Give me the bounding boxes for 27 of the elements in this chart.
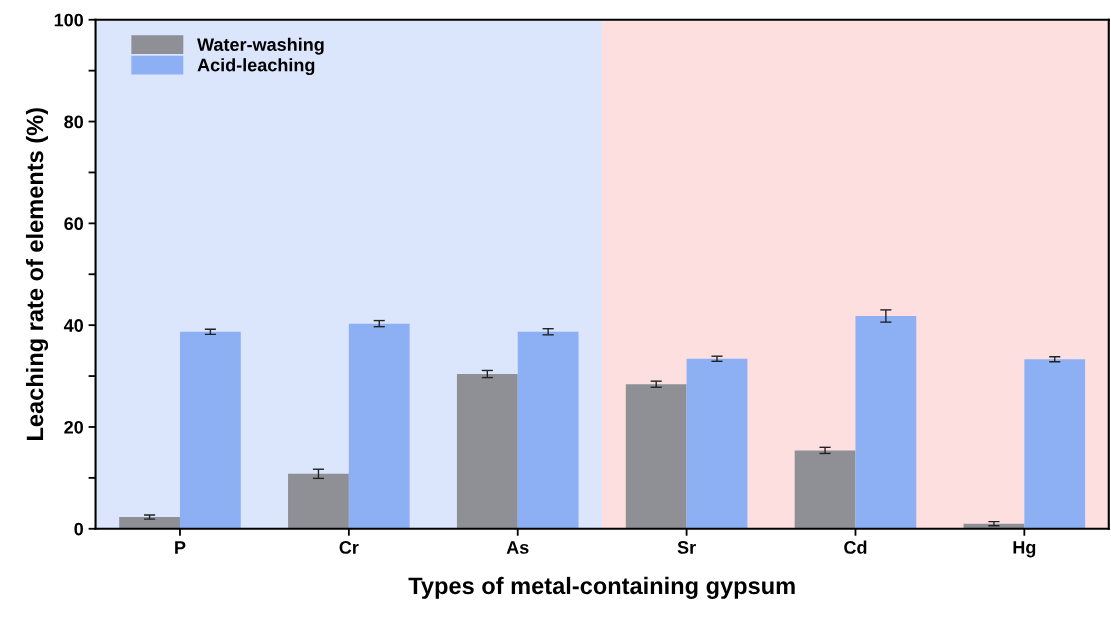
bar bbox=[794, 450, 856, 529]
bar bbox=[288, 473, 349, 529]
bar bbox=[348, 323, 410, 529]
x-tick-label: P bbox=[175, 541, 186, 554]
bar bbox=[855, 316, 917, 529]
bar bbox=[456, 374, 518, 529]
bar bbox=[686, 358, 748, 529]
bar bbox=[625, 384, 687, 529]
bar bbox=[119, 517, 180, 529]
x-tick-label: Cr bbox=[339, 541, 359, 554]
x-tick-label: As bbox=[506, 541, 529, 554]
x-tick-label: Sr bbox=[677, 541, 696, 554]
bar bbox=[517, 331, 579, 529]
y-tick-label: 100 bbox=[54, 13, 83, 27]
legend-label: Water-washing bbox=[197, 37, 324, 55]
y-tick-label: 80 bbox=[64, 115, 83, 129]
y-tick-label: 40 bbox=[63, 319, 83, 332]
y-tick-label: 20 bbox=[64, 420, 83, 434]
y-tick-label: 0 bbox=[74, 522, 83, 536]
bar bbox=[1024, 359, 1086, 529]
y-axis-title: Leaching rate of elements (%) bbox=[25, 108, 49, 440]
x-tick-label: Hg bbox=[1013, 541, 1036, 558]
x-tick-label: Cd bbox=[844, 540, 867, 554]
y-tick-label: 60 bbox=[64, 217, 83, 231]
x-axis-title: Types of metal-containing gypsum bbox=[408, 576, 795, 599]
bar bbox=[179, 331, 241, 529]
legend-label: Acid-leaching bbox=[197, 58, 315, 76]
